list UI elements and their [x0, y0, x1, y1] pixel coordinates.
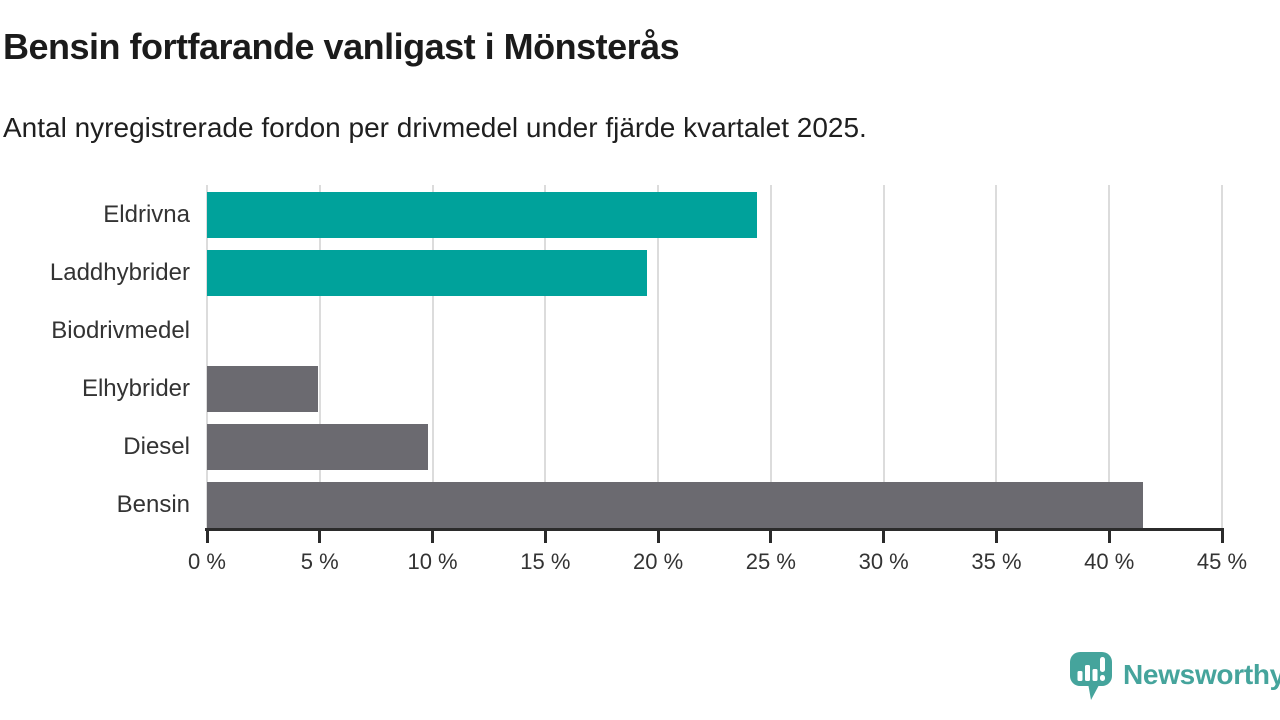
x-axis-tick: [431, 528, 435, 543]
x-axis-line: [205, 528, 1224, 531]
x-axis-tick: [205, 528, 209, 543]
newsworthy-logo-text: Newsworthy: [1123, 659, 1280, 690]
bar: [207, 250, 647, 296]
gridline: [206, 185, 208, 528]
bar: [207, 192, 758, 238]
gridline: [1108, 185, 1111, 528]
x-axis-tick: [318, 528, 322, 543]
gridline: [431, 185, 434, 528]
x-tick-label: 40 %: [1084, 549, 1135, 574]
x-axis-tick: [656, 528, 660, 543]
x-axis-tick: [1220, 528, 1224, 543]
bar: [207, 482, 1144, 528]
bar-label: Diesel: [123, 433, 190, 460]
gridline: [882, 185, 885, 528]
bar-label: Eldrivna: [103, 201, 190, 228]
bar-label: Biodrivmedel: [51, 317, 190, 344]
bar-label: Laddhybrider: [49, 259, 190, 286]
newsworthy-logo[interactable]: Newsworthy: [1068, 650, 1280, 700]
gridline: [1221, 185, 1223, 528]
chart-subtitle: Antal nyregistrerade fordon per drivmede…: [3, 112, 867, 143]
x-axis-tick: [882, 528, 886, 543]
x-tick-label: 35 %: [971, 549, 1022, 574]
bar-label: Elhybrider: [81, 375, 190, 402]
x-tick-label: 20 %: [633, 549, 684, 574]
x-tick-label: 30 %: [858, 549, 909, 574]
x-axis-tick: [769, 528, 773, 543]
x-tick-label: 25 %: [745, 549, 796, 574]
bar-label: Bensin: [116, 491, 190, 518]
x-axis-tick: [1107, 528, 1111, 543]
x-tick-label: 10 %: [407, 549, 458, 574]
x-tick-label: 45 %: [1196, 549, 1248, 574]
chart-title: Bensin fortfarande vanligast i Mönsterås: [3, 26, 680, 67]
x-tick-label: 15 %: [520, 549, 571, 574]
gridline: [318, 185, 321, 528]
x-axis-tick: [543, 528, 547, 543]
category-axis-labels: Eldrivna Laddhybrider Biodrivmedel Elhybrid…: [0, 185, 190, 528]
gridline: [544, 185, 547, 528]
x-tick-label: 0 %: [188, 549, 226, 574]
bar: [207, 366, 318, 412]
gridline: [995, 185, 998, 528]
newsworthy-bubble-chart-icon: [1070, 652, 1112, 700]
gridline: [769, 185, 772, 528]
plot-area: [206, 185, 1223, 528]
x-tick-label: 5 %: [300, 549, 339, 574]
x-axis-tick: [994, 528, 998, 543]
bar: [207, 424, 429, 470]
gridline: [657, 185, 660, 528]
